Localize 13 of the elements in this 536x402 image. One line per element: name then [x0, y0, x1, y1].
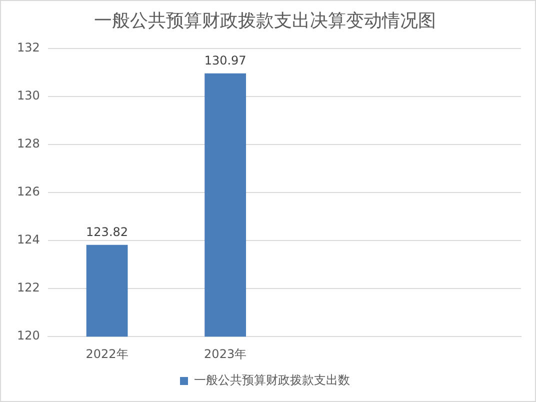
x-tick-label: 2023年 [204, 346, 247, 361]
chart-title: 一般公共预算财政拨款支出决算变动情况图 [94, 10, 436, 32]
y-tick-label: 128 [17, 136, 40, 151]
y-tick-label: 126 [17, 184, 40, 199]
legend-label: 一般公共预算财政拨款支出数 [194, 373, 350, 388]
y-tick-label: 130 [17, 88, 40, 103]
y-tick-label: 132 [17, 40, 40, 55]
y-tick-label: 124 [17, 232, 40, 247]
y-tick-label: 122 [17, 280, 40, 295]
y-tick-label: 120 [17, 328, 40, 343]
data-label: 123.82 [86, 225, 128, 240]
data-label: 130.97 [204, 53, 246, 68]
x-tick-label: 2022年 [86, 346, 128, 361]
